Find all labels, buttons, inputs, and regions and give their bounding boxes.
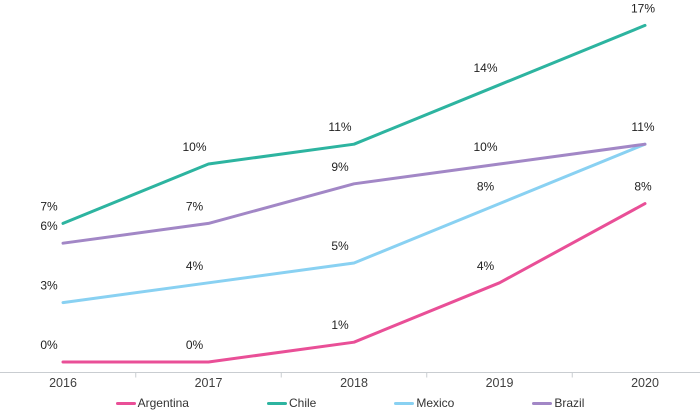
x-axis-tick-label: 2016	[49, 376, 77, 390]
legend-item-argentina: Argentina	[115, 396, 189, 410]
data-label-mexico-2017: 4%	[186, 259, 204, 273]
series-line-mexico	[61, 142, 647, 305]
data-label-argentina-2018: 1%	[331, 318, 349, 332]
data-label-brazil-2017: 7%	[186, 199, 204, 213]
legend-swatch-mexico	[394, 401, 415, 405]
legend-label: Brazil	[554, 396, 585, 410]
legend-swatch-argentina	[115, 401, 136, 405]
data-label-argentina-2016: 0%	[40, 338, 58, 352]
data-label-chile-2018: 11%	[328, 120, 351, 134]
x-axis-tick-label: 2019	[486, 376, 514, 390]
data-label-argentina-2017: 0%	[186, 338, 204, 352]
series-line-chile	[61, 23, 647, 225]
data-label-brazil-2019: 10%	[473, 140, 497, 154]
chart-legend: Argentina Chile Mexico Brazil	[0, 396, 700, 410]
data-label-brazil-2016: 6%	[40, 219, 58, 233]
data-label-chile-2016: 7%	[40, 199, 58, 213]
x-axis-tick-label: 2017	[195, 376, 223, 390]
legend-item-mexico: Mexico	[394, 396, 454, 410]
data-label-mexico-2016: 3%	[40, 279, 58, 293]
legend-label: Argentina	[137, 396, 189, 410]
legend-item-chile: Chile	[266, 396, 317, 410]
x-axis-tick-label: 2018	[340, 376, 368, 390]
data-label-chile-2020: 17%	[631, 1, 655, 15]
legend-swatch-chile	[266, 401, 287, 405]
series-line-argentina	[61, 202, 647, 364]
chart-canvas: 2016 2017 2018 2019 2020 0% 0% 1% 4% 8% 7% 10% 11% 14…	[0, 1, 700, 390]
legend-swatch-brazil	[532, 401, 553, 405]
data-label-brazil-2020: 11%	[631, 120, 654, 134]
data-label-brazil-2018: 9%	[331, 160, 349, 174]
x-axis-tick-label: 2020	[631, 376, 659, 390]
data-label-argentina-2020: 8%	[634, 180, 652, 194]
data-label-argentina-2019: 4%	[477, 259, 495, 273]
legend-label: Chile	[288, 396, 317, 410]
data-label-mexico-2019: 8%	[477, 180, 495, 194]
data-label-chile-2019: 14%	[473, 61, 497, 75]
data-label-mexico-2018: 5%	[331, 239, 349, 253]
data-label-chile-2017: 10%	[182, 140, 206, 154]
series-line-brazil	[61, 142, 647, 245]
legend-label: Mexico	[416, 396, 455, 410]
legend-item-brazil: Brazil	[532, 396, 584, 410]
